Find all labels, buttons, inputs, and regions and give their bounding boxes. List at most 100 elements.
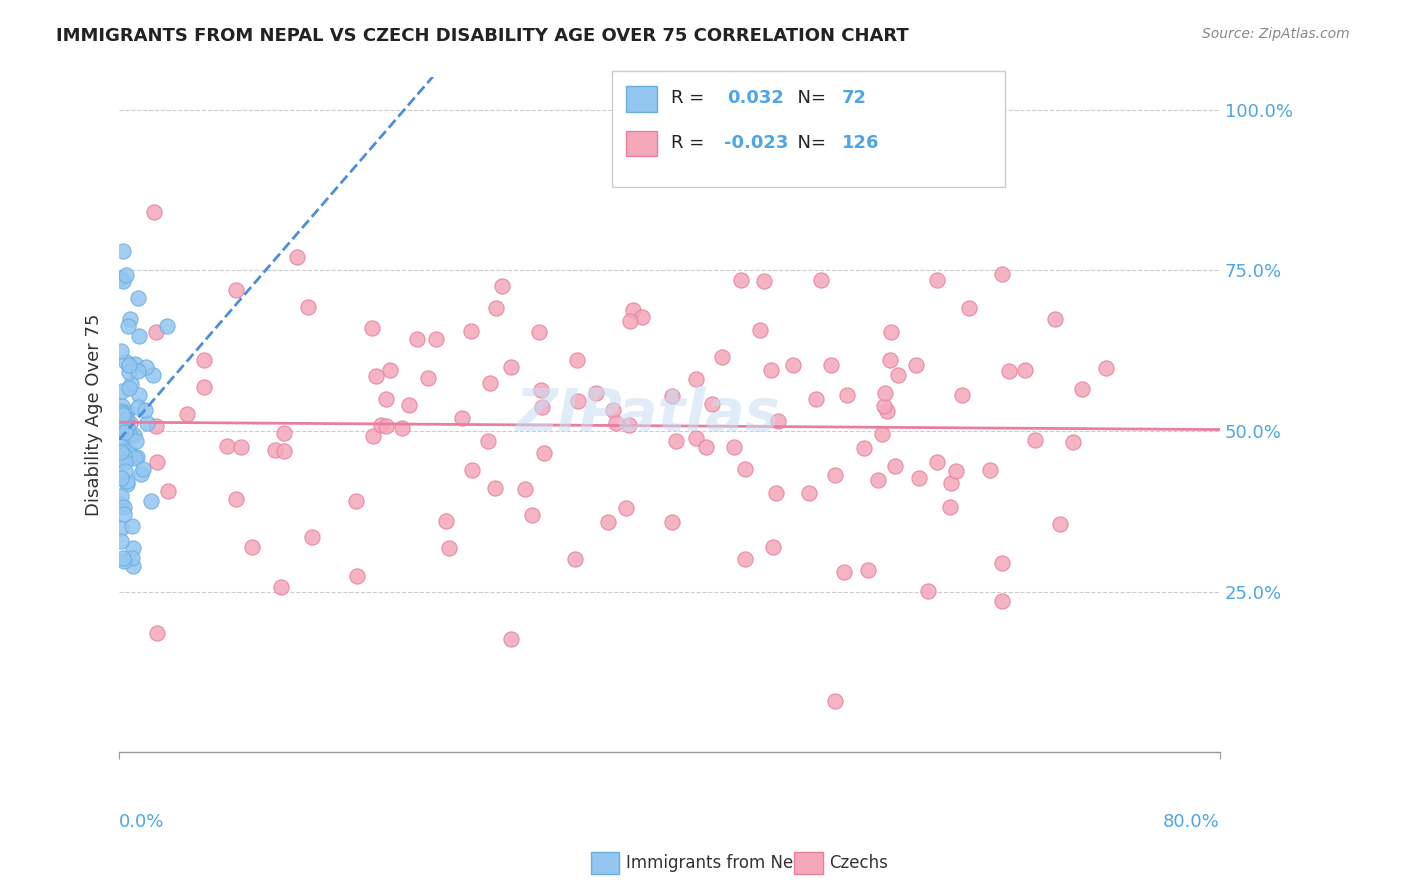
Point <box>927 273 949 287</box>
Point <box>479 376 502 391</box>
Point <box>157 483 180 498</box>
Point <box>824 694 846 708</box>
Point <box>602 402 624 417</box>
Point <box>695 440 717 454</box>
Point <box>273 425 295 440</box>
Point <box>110 521 132 535</box>
Point <box>344 493 367 508</box>
Point <box>501 359 523 374</box>
Point <box>835 387 858 401</box>
Point <box>513 482 536 496</box>
Point <box>416 371 439 385</box>
Point <box>112 553 135 567</box>
Point <box>361 429 384 443</box>
Point <box>617 417 640 432</box>
Point <box>135 417 157 431</box>
Point <box>405 332 427 346</box>
Point <box>112 244 135 258</box>
Point <box>685 372 707 386</box>
Point <box>530 400 553 414</box>
Point <box>623 303 645 318</box>
Point <box>118 381 141 395</box>
Point <box>879 352 901 367</box>
Point <box>762 540 785 554</box>
Point <box>122 558 145 573</box>
Point <box>110 444 132 458</box>
Point <box>176 408 198 422</box>
Text: N=: N= <box>786 89 838 107</box>
Point <box>450 411 472 425</box>
Text: Immigrants from Nepal: Immigrants from Nepal <box>626 855 818 872</box>
Point <box>375 418 398 433</box>
Point <box>939 476 962 491</box>
Point <box>529 383 551 397</box>
Point <box>614 500 637 515</box>
Point <box>132 462 155 476</box>
Point <box>491 278 513 293</box>
Point <box>115 405 138 419</box>
Point <box>364 368 387 383</box>
Point <box>117 419 139 434</box>
Point <box>118 359 141 373</box>
Point <box>112 550 135 565</box>
Point <box>127 401 149 415</box>
Point <box>217 439 239 453</box>
Point <box>240 540 263 554</box>
Point <box>876 404 898 418</box>
Point <box>110 489 132 503</box>
Point <box>145 419 167 434</box>
Point <box>287 251 309 265</box>
Point <box>129 467 152 481</box>
Point <box>127 450 149 464</box>
Text: 0.032: 0.032 <box>727 89 783 107</box>
Point <box>110 422 132 436</box>
Point <box>110 271 132 285</box>
Text: N=: N= <box>786 134 832 152</box>
Point <box>117 444 139 458</box>
Point <box>370 417 392 432</box>
Point <box>765 485 787 500</box>
Point <box>124 357 146 371</box>
Point <box>749 323 772 337</box>
Text: ZIPatlas: ZIPatlas <box>515 386 780 443</box>
Point <box>485 301 508 316</box>
Point <box>907 471 929 485</box>
Point <box>872 427 894 442</box>
Point <box>264 442 287 457</box>
Point <box>702 397 724 411</box>
Point <box>127 291 149 305</box>
Point <box>297 301 319 315</box>
Point <box>875 386 897 401</box>
Point <box>142 368 165 383</box>
Point <box>991 556 1014 570</box>
Point <box>991 594 1014 608</box>
Point <box>110 533 132 548</box>
Point <box>661 516 683 530</box>
Point <box>391 421 413 435</box>
Point <box>112 408 135 422</box>
Point <box>117 428 139 442</box>
Point <box>114 355 136 369</box>
Point <box>229 440 252 454</box>
Point <box>852 441 875 455</box>
Point <box>797 486 820 500</box>
Point <box>375 392 398 406</box>
Point <box>685 432 707 446</box>
Point <box>710 350 733 364</box>
Point <box>880 325 903 339</box>
Point <box>360 321 382 335</box>
Point <box>1014 363 1036 377</box>
Point <box>564 552 586 566</box>
Point <box>112 409 135 423</box>
Point <box>111 406 134 420</box>
Point <box>120 416 142 430</box>
Point <box>434 514 457 528</box>
Point <box>124 428 146 442</box>
Point <box>124 450 146 465</box>
Point <box>832 565 855 579</box>
Point <box>501 632 523 646</box>
Point <box>156 318 179 333</box>
Point <box>114 464 136 478</box>
Point <box>766 414 789 428</box>
Point <box>425 332 447 346</box>
